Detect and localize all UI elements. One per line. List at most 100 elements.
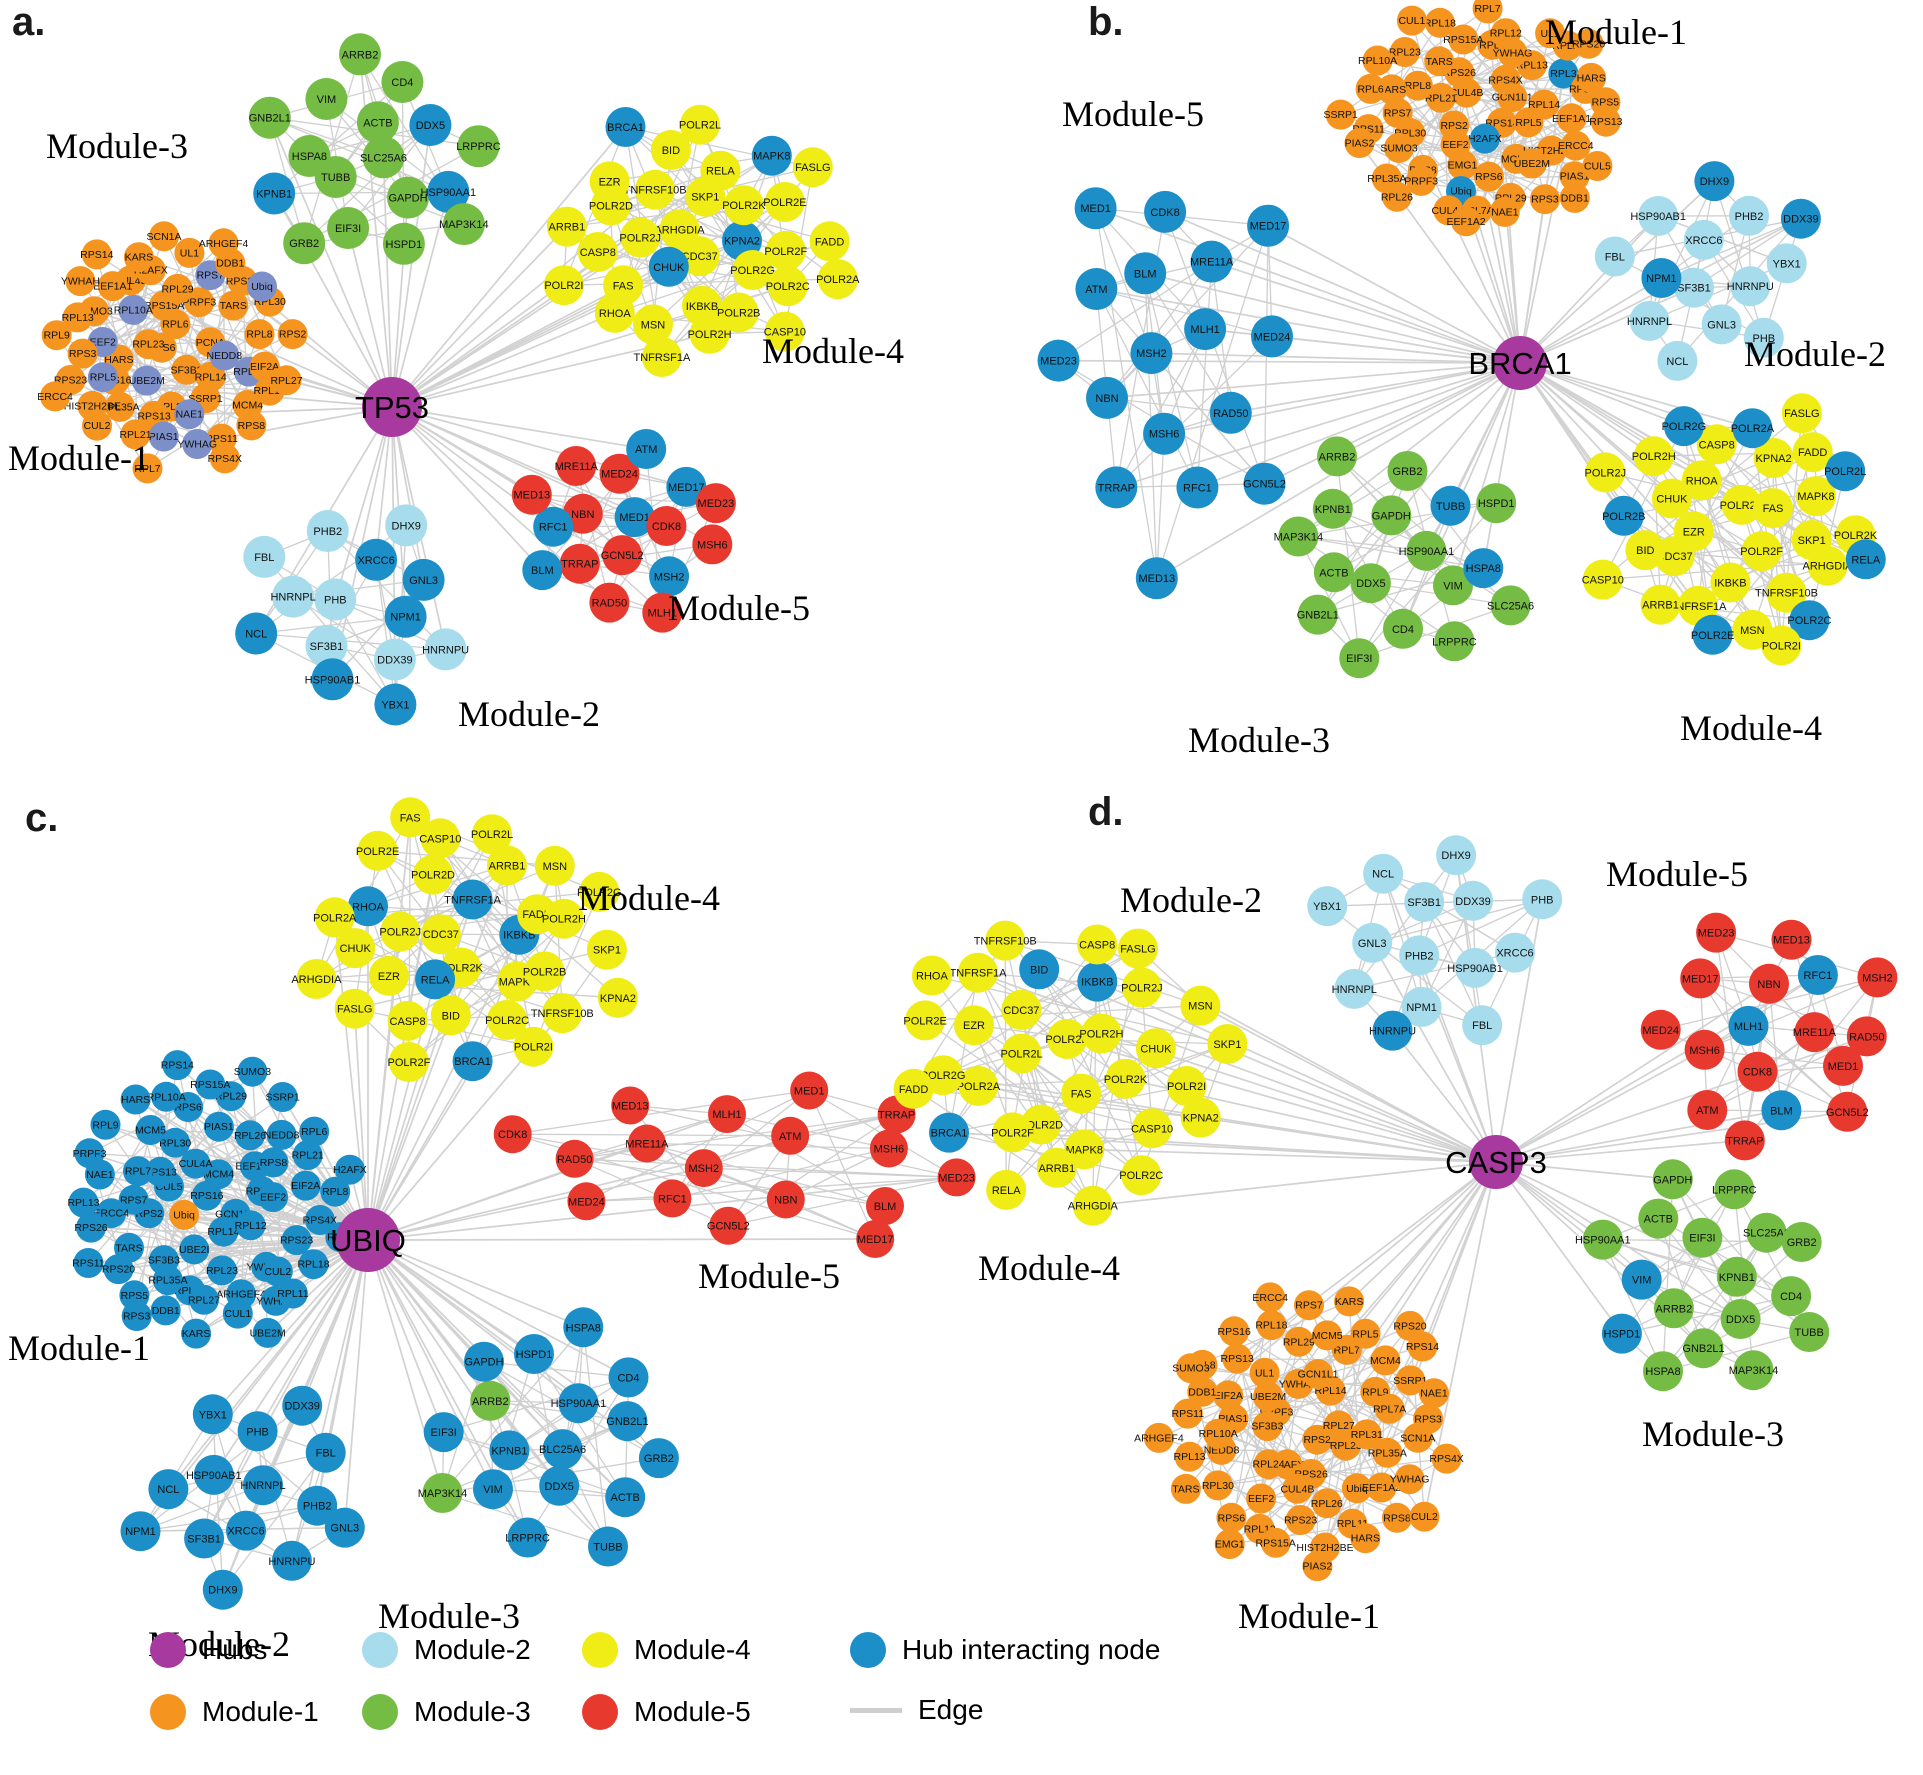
node-skp1[interactable] (1207, 1024, 1248, 1064)
node-brca1[interactable] (605, 107, 646, 147)
node-ul1[interactable] (1249, 1357, 1280, 1388)
node-atm[interactable] (1687, 1090, 1728, 1130)
node-ul1[interactable] (1535, 18, 1566, 49)
node-cdk8[interactable] (1144, 190, 1187, 233)
node-rps7[interactable] (118, 1184, 149, 1215)
node-hsp90aa1[interactable] (427, 170, 470, 213)
node-eif2a[interactable] (290, 1170, 321, 1201)
node-pias1[interactable] (203, 1111, 234, 1142)
node-mre11a[interactable] (627, 1124, 666, 1163)
node-scn1a[interactable] (149, 221, 179, 252)
node-rps16[interactable] (1219, 1316, 1250, 1347)
node-tnfrsf10b[interactable] (985, 920, 1026, 961)
node-ddx5[interactable] (539, 1465, 580, 1506)
node-rps11[interactable] (1172, 1398, 1203, 1429)
node-cul1[interactable] (222, 1298, 253, 1329)
node-mre11a[interactable] (556, 446, 597, 486)
node-rps3[interactable] (67, 338, 98, 369)
node-ywhag[interactable] (1394, 1464, 1425, 1495)
node-kpnb1[interactable] (1716, 1256, 1757, 1297)
node-hsp90ab1[interactable] (1638, 196, 1679, 236)
node-ywhag[interactable] (182, 429, 213, 459)
node-msn[interactable] (633, 304, 673, 345)
node-casp10[interactable] (764, 311, 805, 352)
node-med24[interactable] (567, 1182, 606, 1221)
node-phb2[interactable] (297, 1485, 338, 1526)
node-trrap[interactable] (1095, 466, 1138, 509)
node-ybx1[interactable] (1307, 886, 1348, 927)
node-chuk[interactable] (648, 246, 689, 287)
node-hspa8[interactable] (1643, 1351, 1683, 1392)
node-polr2a[interactable] (1732, 408, 1773, 449)
node-rpl6[interactable] (1355, 73, 1386, 104)
node-ddb1[interactable] (1187, 1376, 1218, 1407)
node-msh6[interactable] (692, 524, 733, 565)
node-rpl27[interactable] (189, 1284, 219, 1315)
node-polr2e[interactable] (764, 182, 805, 222)
node-faslg[interactable] (1781, 393, 1822, 434)
node-kars[interactable] (1376, 74, 1407, 105)
node-hsp90aa1[interactable] (558, 1383, 599, 1424)
node-rpl29[interactable] (1283, 1326, 1314, 1357)
node-rps4x[interactable] (1490, 64, 1521, 95)
node-ezr[interactable] (954, 1005, 994, 1046)
node-map3k14[interactable] (1733, 1350, 1774, 1391)
node-polr2j[interactable] (620, 217, 661, 258)
node-rela[interactable] (1845, 539, 1886, 580)
node-rps6[interactable] (1216, 1502, 1247, 1533)
node-rpl7[interactable] (132, 453, 163, 484)
node-rpl14[interactable] (208, 1216, 239, 1247)
node-med17[interactable] (1680, 958, 1721, 999)
node-cdk8[interactable] (646, 506, 687, 546)
node-hnrnpl[interactable] (1629, 300, 1670, 341)
node-hsp90ab1[interactable] (311, 658, 354, 701)
node-sf3b3[interactable] (171, 354, 202, 385)
node-faslg[interactable] (334, 988, 375, 1029)
node-pias1[interactable] (1559, 161, 1590, 192)
node-kpnb1[interactable] (253, 172, 296, 215)
node-polr2f[interactable] (1741, 531, 1782, 572)
node-rpl23[interactable] (133, 329, 164, 360)
node-grb2[interactable] (638, 1438, 679, 1479)
node-ddx39[interactable] (282, 1385, 323, 1426)
node-rpl8[interactable] (244, 319, 275, 350)
node-ncl[interactable] (148, 1469, 189, 1510)
node-rhoa[interactable] (594, 292, 635, 333)
node-hnrnpu[interactable] (1372, 1010, 1413, 1051)
node-ube2m[interactable] (1516, 148, 1547, 179)
node-rpl12[interactable] (1490, 18, 1521, 49)
node-arhgdia[interactable] (296, 959, 337, 999)
node-rela[interactable] (415, 959, 456, 1000)
node-kpna2[interactable] (597, 977, 638, 1018)
node-brca1[interactable] (452, 1041, 493, 1082)
node-gnb2l1[interactable] (248, 96, 291, 139)
node-ercc4[interactable] (1560, 130, 1591, 161)
node-polr2a[interactable] (817, 259, 858, 300)
node-gnb2l1[interactable] (1683, 1328, 1724, 1369)
node-fbl[interactable] (305, 1432, 346, 1473)
node-hnrnpl[interactable] (243, 1465, 283, 1506)
node-polr2e[interactable] (1692, 614, 1733, 655)
node-fbl[interactable] (243, 535, 286, 578)
node-sf3b1[interactable] (184, 1518, 225, 1559)
node-polr2h[interactable] (543, 898, 584, 939)
node-casp10[interactable] (420, 818, 461, 859)
node-ncl[interactable] (1363, 853, 1404, 894)
node-polr2f[interactable] (992, 1112, 1033, 1153)
node-arrb1[interactable] (1036, 1147, 1077, 1188)
node-eef1a1[interactable] (97, 271, 128, 302)
node-gnl3[interactable] (402, 558, 445, 601)
node-polr2e[interactable] (905, 1000, 946, 1041)
node-mcm5[interactable] (1312, 1320, 1343, 1351)
node-rps15a[interactable] (1448, 24, 1479, 55)
node-hspa8[interactable] (1463, 548, 1504, 589)
node-prpf3[interactable] (1406, 165, 1437, 196)
node-npm1[interactable] (120, 1511, 161, 1552)
node-polr2c[interactable] (767, 266, 808, 307)
node-npm1[interactable] (1401, 986, 1442, 1027)
node-fbl[interactable] (1594, 236, 1635, 277)
node-xrcc6[interactable] (1495, 932, 1535, 973)
node-ddx5[interactable] (1720, 1299, 1761, 1339)
node-lrpprc[interactable] (1434, 621, 1475, 662)
node-rfc1[interactable] (1176, 466, 1219, 509)
